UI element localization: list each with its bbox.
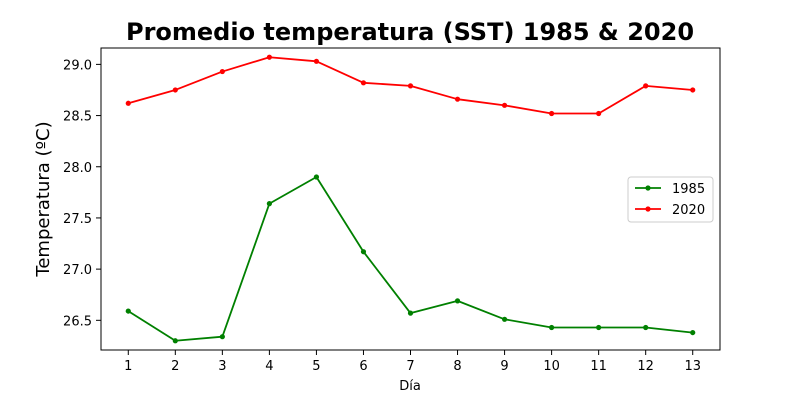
data-point-1985 — [360, 249, 367, 255]
plot-area-frame — [100, 47, 721, 351]
series-line-1985 — [127, 176, 693, 342]
data-point-2020 — [360, 80, 367, 86]
x-axis: 1 2 3 4 5 6 7 8 9 10 11 12 13 — [124, 350, 701, 374]
x-tick-label: 3 — [218, 359, 226, 374]
x-tick-label: 10 — [543, 359, 560, 374]
data-point-1985 — [266, 201, 272, 207]
x-tick-label: 12 — [637, 359, 654, 374]
data-point-1985 — [690, 329, 696, 336]
chart-title: Promedio temperatura (SST) 1985 & 2020 — [126, 18, 694, 46]
data-point-1985 — [125, 308, 131, 314]
data-point-2020 — [407, 83, 414, 89]
data-point-1985 — [407, 310, 414, 316]
data-point-1985 — [596, 324, 602, 331]
series-1985 — [125, 174, 696, 344]
data-point-1985 — [313, 174, 320, 180]
x-tick-label: 5 — [312, 359, 320, 374]
data-point-2020 — [313, 58, 320, 64]
x-tick-label: 2 — [171, 359, 179, 374]
data-point-2020 — [219, 68, 225, 75]
data-point-1985 — [643, 324, 649, 331]
x-tick-label: 4 — [265, 359, 273, 374]
y-tick-label: 28.0 — [63, 161, 92, 176]
legend-marker-1985 — [645, 185, 651, 191]
data-point-2020 — [501, 102, 508, 108]
y-tick-label: 26.5 — [63, 314, 92, 329]
y-tick-label: 29.0 — [63, 58, 92, 73]
y-tick-label: 27.5 — [63, 212, 92, 227]
data-point-2020 — [172, 87, 178, 93]
legend: 1985 2020 — [627, 176, 714, 223]
data-point-1985 — [172, 338, 178, 344]
series-layer — [125, 54, 696, 344]
legend-label-2020: 2020 — [672, 203, 705, 218]
x-tick-label: 11 — [590, 359, 607, 374]
x-tick-label: 7 — [406, 359, 414, 374]
x-tick-label: 1 — [124, 359, 132, 374]
data-point-2020 — [549, 110, 555, 117]
y-axis: 26.5 27.0 27.5 28.0 28.5 29.0 — [63, 58, 101, 329]
legend-marker-2020 — [645, 206, 651, 212]
x-tick-label: 8 — [453, 359, 461, 374]
series-2020 — [125, 54, 696, 117]
legend-label-1985: 1985 — [672, 182, 705, 197]
x-tick-label: 9 — [500, 359, 508, 374]
data-point-2020 — [266, 54, 272, 60]
data-point-1985 — [219, 334, 225, 340]
data-point-1985 — [501, 316, 508, 322]
data-point-2020 — [643, 83, 649, 89]
x-tick-label: 13 — [684, 359, 701, 374]
y-axis-label: Temperatura (ºC) — [33, 121, 54, 277]
data-point-2020 — [690, 87, 696, 93]
data-point-2020 — [454, 96, 461, 102]
data-point-2020 — [125, 100, 131, 106]
y-tick-label: 27.0 — [63, 263, 92, 278]
data-point-2020 — [596, 110, 602, 117]
data-point-1985 — [454, 298, 461, 304]
data-point-1985 — [549, 324, 555, 331]
x-tick-label: 6 — [359, 359, 367, 374]
x-axis-label: Día — [399, 379, 421, 394]
y-tick-label: 28.5 — [63, 110, 92, 125]
